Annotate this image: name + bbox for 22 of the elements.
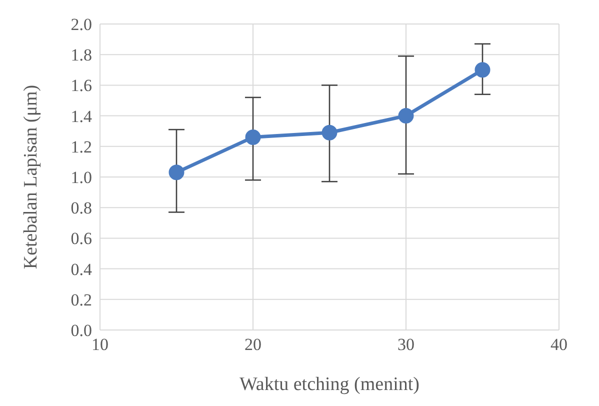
x-axis-title: Waktu etching (menint) <box>240 374 420 395</box>
y-tick-label: 1.8 <box>70 46 92 65</box>
x-tick-label: 40 <box>550 335 568 354</box>
y-tick-label: 0.2 <box>70 290 92 310</box>
point <box>168 164 184 180</box>
x-tick-label: 30 <box>398 335 414 354</box>
y-tick-label: 0.4 <box>70 260 92 279</box>
x-tick-label: 20 <box>244 335 262 354</box>
y-tick-label: 0.0 <box>70 321 92 340</box>
point <box>474 62 490 78</box>
y-tick-label: 0.6 <box>70 229 92 248</box>
y-axis-title: Ketebalan Lapisan (μm) <box>20 84 42 270</box>
point <box>322 124 338 140</box>
point <box>245 129 261 145</box>
x-tick-label: 10 <box>92 335 108 354</box>
y-tick-label: 1.0 <box>70 168 92 188</box>
y-tick-label: 0.8 <box>70 198 92 218</box>
y-tick-label: 2.0 <box>70 15 92 34</box>
point <box>398 108 414 124</box>
y-tick-label: 1.4 <box>70 106 92 126</box>
y-tick-label: 1.6 <box>70 76 92 96</box>
y-tick-label: 1.2 <box>70 137 92 156</box>
